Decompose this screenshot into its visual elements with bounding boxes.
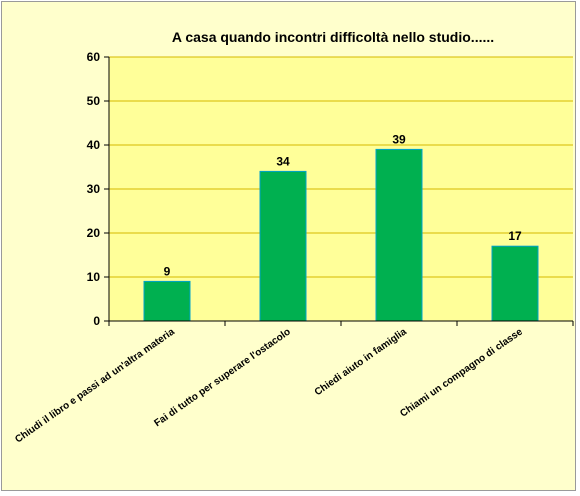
y-tick-label: 40 xyxy=(87,138,101,152)
y-tick-labels: 0 10 20 30 40 50 60 xyxy=(87,50,101,328)
y-tick-label: 20 xyxy=(87,226,101,240)
gridlines xyxy=(109,56,573,278)
y-tick-label: 60 xyxy=(87,50,101,64)
bar xyxy=(143,280,191,322)
data-label: 34 xyxy=(276,154,290,168)
category-label: Chiami un compagno di classe xyxy=(398,326,525,419)
data-label: 9 xyxy=(164,264,171,278)
bar xyxy=(259,170,307,322)
category-labels: Chiudi il libro e passi ad un'altra mate… xyxy=(13,326,525,445)
bar xyxy=(375,148,423,322)
data-label: 39 xyxy=(392,132,406,146)
data-labels: 9 34 39 17 xyxy=(164,132,522,278)
y-tick-label: 0 xyxy=(93,314,100,328)
y-tick-label: 10 xyxy=(87,270,101,284)
bar xyxy=(491,245,539,322)
y-tick-label: 30 xyxy=(87,182,101,196)
y-tick-label: 50 xyxy=(87,94,101,108)
axes xyxy=(104,56,574,326)
chart-title: A casa quando incontri difficoltà nello … xyxy=(172,29,494,45)
data-label: 17 xyxy=(508,229,522,243)
bars xyxy=(143,148,539,322)
category-label: Fai di tutto per superare l'ostacolo xyxy=(152,326,292,429)
category-label: Chiudi il libro e passi ad un'altra mate… xyxy=(13,326,177,445)
category-label: Chiedi aiuto in famiglia xyxy=(313,326,409,398)
